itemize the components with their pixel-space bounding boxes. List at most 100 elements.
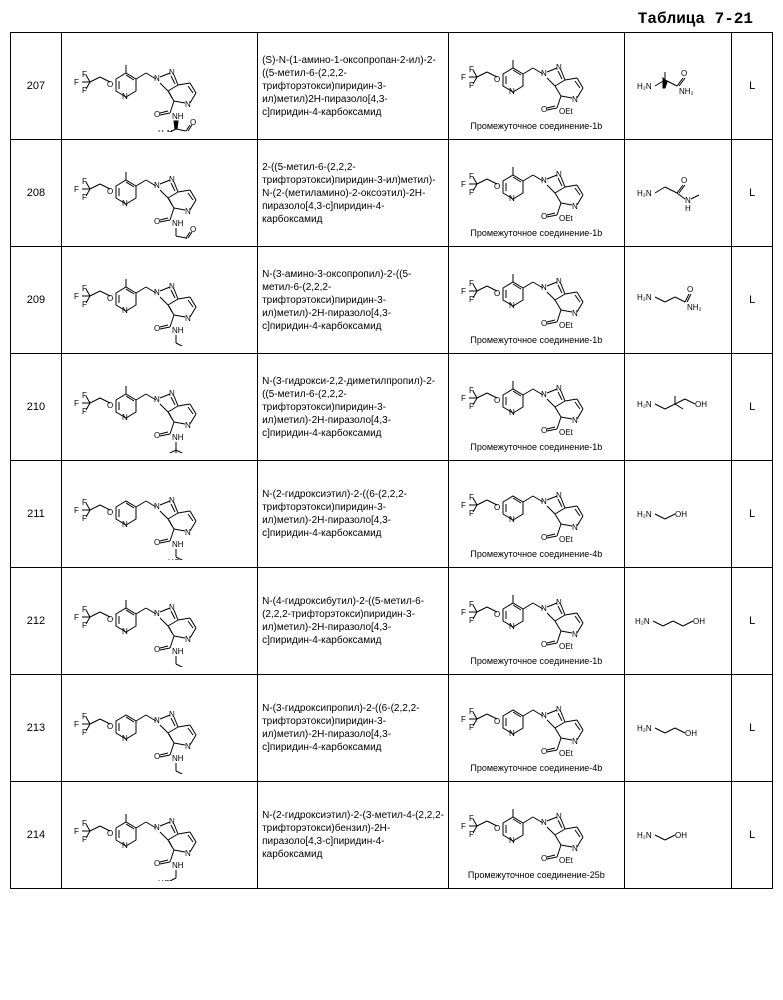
svg-text:NH: NH <box>172 861 184 870</box>
svg-text:N: N <box>572 309 578 318</box>
svg-text:N: N <box>185 742 191 751</box>
svg-text:N: N <box>122 841 128 850</box>
svg-text:O: O <box>494 396 500 405</box>
svg-text:NH: NH <box>172 219 184 228</box>
svg-text:N: N <box>154 502 160 511</box>
compound-name: N-(2-гидроксиэтил)-2-(3-метил-4-(2,2,2-т… <box>258 782 449 889</box>
svg-text:F: F <box>469 723 474 732</box>
compound-id: 213 <box>11 675 62 782</box>
svg-text:H₂N: H₂N <box>637 82 652 91</box>
svg-text:N: N <box>541 711 547 720</box>
svg-text:F: F <box>82 407 87 416</box>
svg-text:F: F <box>82 605 87 614</box>
svg-text:O: O <box>494 717 500 726</box>
svg-text:F: F <box>82 177 87 186</box>
svg-text:N: N <box>185 421 191 430</box>
table-row: 211 F F F O N N N <box>11 461 773 568</box>
svg-text:OEt: OEt <box>559 428 574 437</box>
intermediate-cell: F F F O N N N N <box>449 140 624 247</box>
svg-text:O: O <box>494 610 500 619</box>
svg-text:O: O <box>154 538 160 547</box>
intermediate-label: Промежуточное соединение-1b <box>453 335 619 345</box>
svg-text:N: N <box>185 100 191 109</box>
svg-text:F: F <box>469 279 474 288</box>
svg-text:N: N <box>572 95 578 104</box>
svg-text:F: F <box>82 284 87 293</box>
reagent-diagram: H₂N OH <box>629 499 728 529</box>
svg-text:F: F <box>469 65 474 74</box>
svg-text:F: F <box>469 386 474 395</box>
svg-text:F: F <box>82 86 87 95</box>
svg-text:N: N <box>154 609 160 618</box>
svg-text:N: N <box>122 413 128 422</box>
intermediate-label: Промежуточное соединение-25b <box>453 870 619 880</box>
compound-id: 212 <box>11 568 62 675</box>
svg-text:F: F <box>74 720 79 729</box>
intermediate-cell: F F F O N N N N <box>449 33 624 140</box>
svg-text:OEt: OEt <box>559 107 574 116</box>
svg-text:H₂N: H₂N <box>637 510 652 519</box>
svg-text:N: N <box>185 207 191 216</box>
svg-text:F: F <box>469 295 474 304</box>
svg-text:O: O <box>154 752 160 761</box>
svg-text:NH: NH <box>172 326 184 335</box>
table-row: 209 F F F O N N N <box>11 247 773 354</box>
svg-text:OEt: OEt <box>559 214 574 223</box>
svg-text:F: F <box>74 399 79 408</box>
svg-text:N: N <box>541 604 547 613</box>
structure-diagram: F F F O N N N <box>66 37 253 132</box>
svg-text:O: O <box>154 110 160 119</box>
svg-text:N: N <box>122 92 128 101</box>
reagent-cell: H₂N OH <box>624 461 732 568</box>
svg-text:F: F <box>469 493 474 502</box>
svg-text:N: N <box>185 849 191 858</box>
code-cell: L <box>732 675 773 782</box>
svg-text:O: O <box>154 217 160 226</box>
svg-text:OEt: OEt <box>559 856 574 865</box>
svg-text:F: F <box>82 70 87 79</box>
svg-text:OH: OH <box>685 729 697 738</box>
reagent-cell: H₂N O N H <box>624 140 732 247</box>
intermediate-label: Промежуточное соединение-1b <box>453 228 619 238</box>
intermediate-diagram: F F F O N N N N <box>453 149 619 224</box>
svg-text:F: F <box>82 391 87 400</box>
svg-text:O: O <box>107 829 113 838</box>
compound-id: 209 <box>11 247 62 354</box>
compound-name: N-(2-гидроксиэтил)-2-((6-(2,2,2-трифторэ… <box>258 461 449 568</box>
svg-text:F: F <box>82 498 87 507</box>
svg-text:OH: OH <box>675 510 687 519</box>
svg-text:F: F <box>74 613 79 622</box>
intermediate-diagram: F F F O N N N N <box>453 684 619 759</box>
svg-text:N: N <box>122 734 128 743</box>
svg-text:O: O <box>154 324 160 333</box>
svg-text:F: F <box>74 506 79 515</box>
svg-text:OH: OH <box>675 831 687 840</box>
svg-text:N: N <box>572 416 578 425</box>
structure-diagram: F F F O N N N <box>66 572 253 667</box>
intermediate-cell: F F F O N N N N <box>449 461 624 568</box>
svg-text:OH: OH <box>693 617 705 626</box>
svg-text:F: F <box>82 621 87 630</box>
svg-text:O: O <box>107 615 113 624</box>
svg-text:O: O <box>541 105 547 114</box>
svg-text:F: F <box>461 608 466 617</box>
table-row: 210 F F F O N N N <box>11 354 773 461</box>
structure-diagram: F F F O N N N <box>66 786 253 881</box>
compound-name: N-(3-гидрокси-2,2-диметилпропил)-2-((5-м… <box>258 354 449 461</box>
svg-text:N: N <box>154 716 160 725</box>
code-cell: L <box>732 247 773 354</box>
svg-text:H: H <box>685 204 691 213</box>
intermediate-diagram: F F F O N N N N <box>453 577 619 652</box>
compound-name: 2-((5-метил-6-(2,2,2-трифторэтокси)пирид… <box>258 140 449 247</box>
svg-text:F: F <box>82 193 87 202</box>
intermediate-diagram: F F F O N N N N <box>453 470 619 545</box>
svg-text:F: F <box>461 73 466 82</box>
compound-id: 208 <box>11 140 62 247</box>
svg-text:O: O <box>107 187 113 196</box>
svg-text:F: F <box>74 78 79 87</box>
reagent-diagram: H₂N OH <box>629 713 728 743</box>
svg-text:NH₂: NH₂ <box>679 87 694 96</box>
svg-text:O: O <box>541 426 547 435</box>
svg-text:OH: OH <box>695 400 707 409</box>
svg-text:H₂N: H₂N <box>637 293 652 302</box>
